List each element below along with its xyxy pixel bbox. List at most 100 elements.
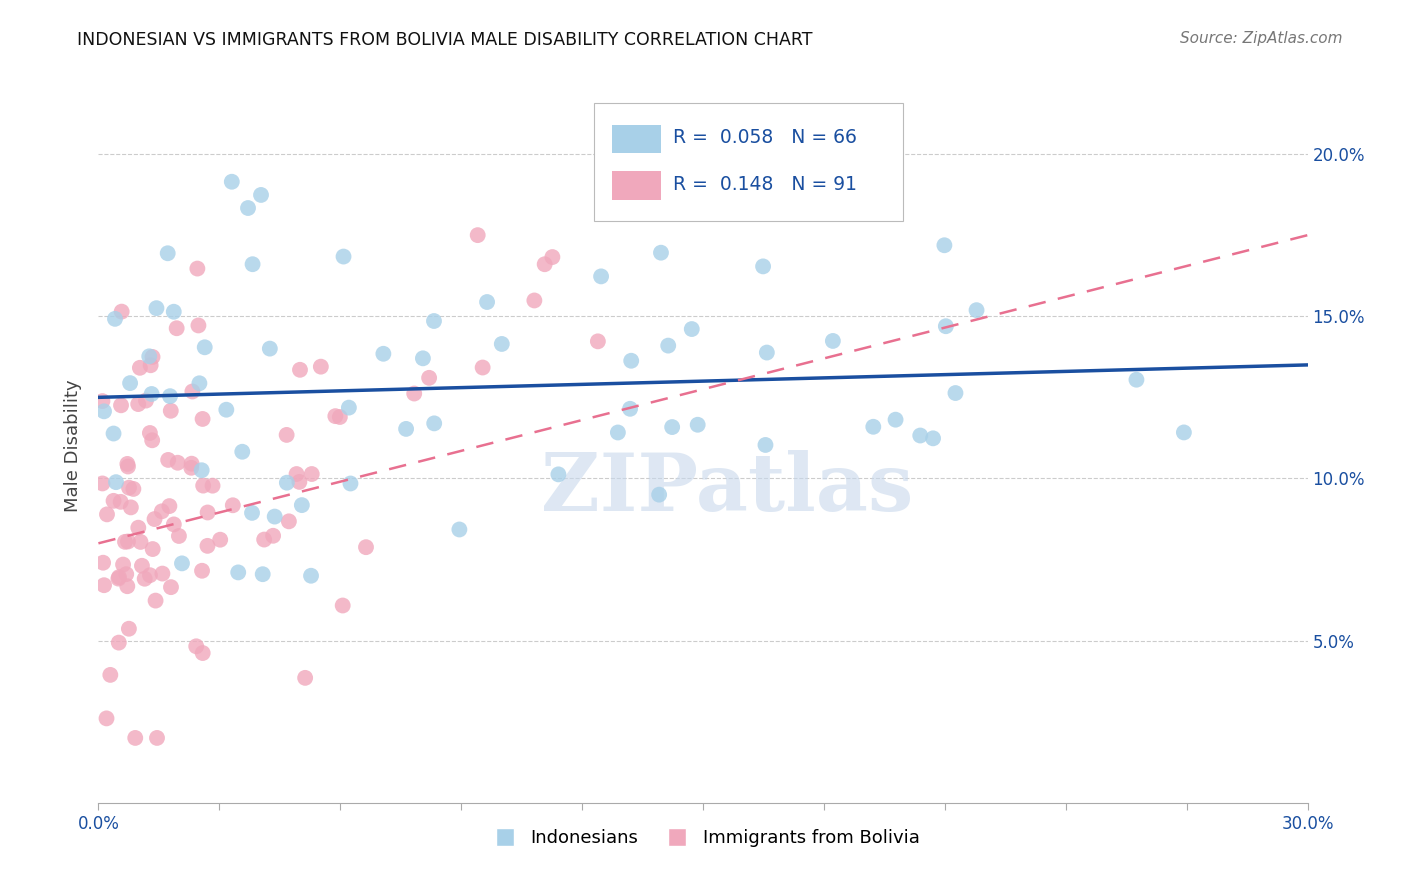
Point [884, 412, 907, 426]
Point [180, 457, 202, 471]
Point [294, 671, 316, 685]
Point [276, 475, 298, 490]
Point [945, 386, 967, 401]
Point [821, 334, 844, 348]
Point [253, 533, 276, 547]
Point [693, 193, 716, 207]
Point [301, 467, 323, 481]
Point [547, 467, 569, 482]
Point [412, 351, 434, 366]
Point [339, 476, 361, 491]
Point [226, 566, 249, 580]
Point [288, 363, 311, 377]
Point [754, 438, 776, 452]
Point [180, 460, 202, 475]
Bar [613, 125, 661, 153]
Point [159, 404, 181, 418]
Text: R =  0.148   N = 91: R = 0.148 N = 91 [672, 175, 856, 194]
Point [329, 409, 352, 424]
Point [332, 250, 354, 264]
Point [141, 350, 163, 364]
Point [418, 371, 440, 385]
Point [934, 238, 956, 252]
Y-axis label: Male Disability: Male Disability [65, 380, 83, 512]
Point [96, 711, 118, 725]
Point [188, 376, 211, 391]
Point [122, 482, 145, 496]
Text: R =  0.058   N = 66: R = 0.058 N = 66 [672, 128, 856, 146]
Point [117, 457, 139, 471]
Point [591, 269, 613, 284]
Point [395, 422, 418, 436]
Point [186, 261, 208, 276]
Point [606, 425, 628, 440]
Point [661, 420, 683, 434]
Point [1125, 373, 1147, 387]
Point [163, 304, 186, 318]
Point [117, 534, 139, 549]
Point [471, 360, 494, 375]
Point [108, 635, 131, 649]
Point [190, 463, 212, 477]
Point [163, 517, 186, 532]
Point [193, 478, 215, 492]
Point [752, 260, 775, 274]
Point [337, 401, 360, 415]
Point [215, 402, 238, 417]
Point [423, 417, 446, 431]
Point [134, 572, 156, 586]
Point [449, 523, 471, 537]
Point [325, 409, 347, 424]
Point [98, 668, 121, 682]
Point [129, 360, 152, 375]
Point [299, 568, 322, 582]
Point [104, 311, 127, 326]
Point [681, 322, 703, 336]
Point [160, 580, 183, 594]
Point [135, 393, 157, 408]
Point [145, 593, 167, 607]
Point [242, 257, 264, 271]
FancyBboxPatch shape [595, 103, 903, 221]
Point [91, 394, 114, 409]
Point [166, 456, 188, 470]
Point [141, 387, 163, 401]
Text: INDONESIAN VS IMMIGRANTS FROM BOLIVIA MALE DISABILITY CORRELATION CHART: INDONESIAN VS IMMIGRANTS FROM BOLIVIA MA… [77, 31, 813, 49]
Point [686, 417, 709, 432]
Point [285, 467, 308, 481]
Point [231, 444, 253, 458]
Point [621, 163, 644, 178]
Point [103, 426, 125, 441]
Point [96, 508, 118, 522]
Point [112, 558, 135, 572]
Point [117, 579, 139, 593]
Point [523, 293, 546, 308]
Point [262, 529, 284, 543]
Point [167, 529, 190, 543]
Point [197, 539, 219, 553]
Point [277, 514, 299, 528]
Point [131, 558, 153, 573]
Point [142, 542, 165, 557]
Point [186, 640, 208, 654]
Point [620, 353, 643, 368]
Point [862, 419, 884, 434]
Point [166, 321, 188, 335]
Point [404, 386, 426, 401]
Point [197, 506, 219, 520]
Point [276, 428, 298, 442]
Point [966, 303, 988, 318]
Legend: Indonesians, Immigrants from Bolivia: Indonesians, Immigrants from Bolivia [479, 822, 927, 855]
Point [157, 499, 180, 513]
Point [91, 556, 114, 570]
Bar [613, 171, 661, 200]
Point [93, 578, 115, 592]
Point [291, 498, 314, 512]
Point [541, 250, 564, 264]
Point [143, 512, 166, 526]
Point [633, 174, 655, 188]
Point [935, 319, 957, 334]
Point [191, 646, 214, 660]
Point [332, 599, 354, 613]
Point [91, 476, 114, 491]
